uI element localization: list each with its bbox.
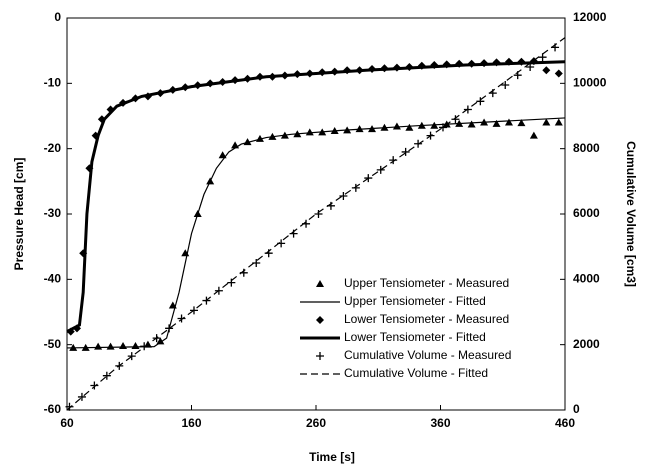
plus-marker [90,381,99,390]
triangle-marker [131,341,140,349]
x-tick-label: 360 [430,416,450,430]
series-line [66,37,566,411]
series-line [66,60,566,333]
legend-label: Lower Tensiometer - Measured [344,312,509,326]
series-line [66,117,566,349]
triangle-marker [156,337,165,345]
diamond-marker [542,66,551,75]
x-tick-label: 160 [181,416,201,430]
legend-label: Cumulative Volume - Fitted [344,366,488,380]
triangle-marker [517,119,526,127]
y2-tick-label: 8000 [573,141,600,155]
plus-marker [314,210,323,218]
x-tick-label: 60 [60,416,74,430]
y2-tick-label: 12000 [573,10,607,24]
y2-tick-label: 10000 [573,76,607,90]
plus-marker [526,63,535,71]
triangle-marker [106,342,115,350]
plus-marker [351,183,360,192]
y-tick-label: -10 [44,76,62,90]
triangle-marker [405,123,414,131]
y2-axis-label: Cumulative Volume [cm3] [624,141,638,287]
triangle-marker [316,280,324,287]
plus-marker [339,192,348,201]
y2-tick-label: 4000 [573,272,600,286]
plus-marker [165,324,174,333]
plus-marker [501,80,510,89]
triangle-marker [119,341,128,349]
y-tick-label: -30 [44,206,62,220]
plus-marker [451,115,460,124]
x-tick-label: 260 [306,416,326,430]
plus-marker [401,147,410,156]
triangle-marker [492,119,501,127]
legend: Upper Tensiometer - Measured Upper Tensio… [300,276,511,380]
diamond-marker [554,69,563,78]
y2-tick-label: 2000 [573,337,600,351]
plus-marker [316,352,324,360]
plus-marker [438,123,447,132]
triangle-marker [218,151,227,159]
legend-label: Upper Tensiometer - Fitted [344,294,486,308]
x-axis-label: Time [s] [309,450,355,464]
triangle-marker [467,120,476,128]
plus-marker [77,392,86,401]
plus-marker [140,342,149,351]
triangle-marker [94,342,103,350]
y-tick-label: -40 [44,272,62,286]
plus-marker [102,371,111,380]
legend-label: Cumulative Volume - Measured [344,348,511,362]
triangle-marker [392,122,401,130]
y-tick-label: 0 [54,10,61,24]
y-tick-label: -50 [44,337,62,351]
plus-marker [227,278,236,287]
triangle-marker [305,128,314,136]
triangle-marker [554,118,563,126]
plus-marker [289,229,298,238]
y2-tick-label: 0 [573,402,580,416]
plus-marker [189,306,198,315]
triangle-marker [529,131,538,139]
y-tick-label: -60 [44,402,62,416]
plus-marker [65,402,74,411]
legend-label: Lower Tensiometer - Fitted [344,330,486,344]
diamond-marker [316,316,324,324]
triangle-marker [542,118,551,126]
plus-marker [376,165,385,174]
plus-marker [476,97,485,106]
y-axis-label: Pressure Head [cm] [12,158,26,271]
triangle-marker [504,118,513,126]
y2-tick-label: 6000 [573,206,600,220]
plus-marker [177,314,186,323]
y-tick-label: -20 [44,141,62,155]
plus-marker [127,352,136,361]
x-tick-label: 460 [555,416,575,430]
legend-label: Upper Tensiometer - Measured [344,276,509,290]
triangle-marker [355,125,364,133]
